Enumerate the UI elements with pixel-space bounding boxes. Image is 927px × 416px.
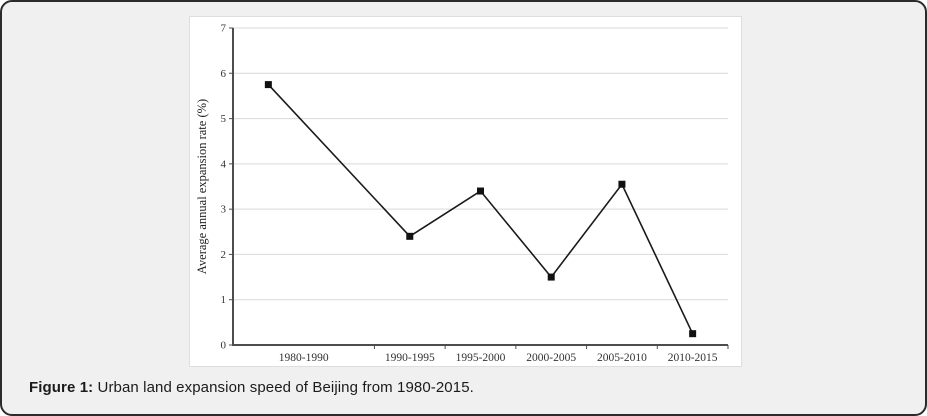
y-tick-label: 5 bbox=[221, 113, 227, 125]
y-tick-label: 1 bbox=[221, 294, 227, 306]
data-point-marker bbox=[689, 330, 697, 338]
y-tick-label: 2 bbox=[221, 249, 227, 261]
x-tick-label: 2010-2015 bbox=[668, 352, 718, 364]
data-point-marker bbox=[618, 180, 626, 188]
figure-caption-label: Figure 1: bbox=[29, 379, 94, 396]
x-tick-label: 1995-2000 bbox=[456, 352, 506, 364]
y-tick-label: 3 bbox=[221, 204, 227, 216]
y-tick-label: 6 bbox=[221, 68, 227, 80]
series-line bbox=[267, 84, 694, 335]
x-tick-label: 1980-1990 bbox=[279, 352, 329, 364]
data-point-marker bbox=[547, 273, 555, 281]
x-tick-label: 1990-1995 bbox=[385, 352, 435, 364]
figure-caption-text: Urban land expansion speed of Beijing fr… bbox=[93, 379, 474, 396]
x-tick-label: 2005-2010 bbox=[597, 352, 647, 364]
figure-caption: Figure 1: Urban land expansion speed of … bbox=[29, 379, 474, 396]
y-tick-label: 0 bbox=[221, 340, 227, 352]
data-point-marker bbox=[406, 232, 414, 240]
data-point-marker bbox=[264, 81, 272, 89]
x-tick-label: 2000-2005 bbox=[526, 352, 576, 364]
chart-panel: 0 1 2 3 4 5 6 7 1980-1990 1990-1995 1995-2000 2000-… bbox=[189, 16, 742, 367]
y-tick-label: 4 bbox=[221, 158, 227, 170]
y-tick-label: 7 bbox=[221, 23, 227, 35]
y-axis-title: Average annual expansion rate (%) bbox=[195, 99, 209, 274]
data-point-marker bbox=[477, 187, 484, 195]
line-chart: 0 1 2 3 4 5 6 7 1980-1990 1990-1995 1995-2000 2000-… bbox=[195, 23, 729, 364]
